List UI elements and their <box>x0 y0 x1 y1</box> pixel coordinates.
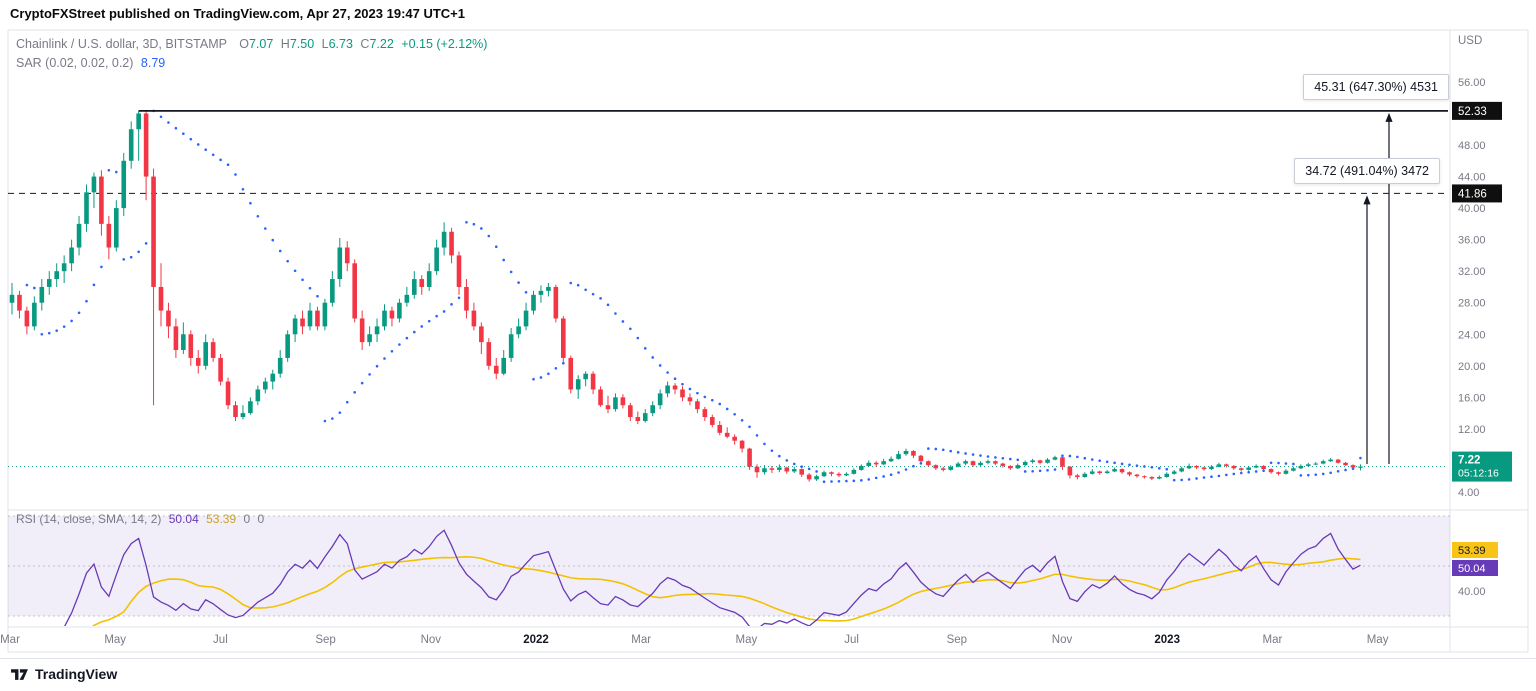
low-value: 6.73 <box>328 37 353 51</box>
sar-legend-row: SAR (0.02, 0.02, 0.2) 8.79 <box>16 54 487 73</box>
sar-value: 8.79 <box>140 56 166 70</box>
rsi-sma-value: 53.39 <box>206 512 237 526</box>
svg-text:Mar: Mar <box>1262 634 1282 646</box>
open-label: O <box>239 37 249 51</box>
svg-text:May: May <box>736 634 758 646</box>
svg-text:28.00: 28.00 <box>1458 298 1486 310</box>
svg-text:Sep: Sep <box>947 634 967 646</box>
svg-text:20.00: 20.00 <box>1458 361 1486 373</box>
chart-legend: Chainlink / U.S. dollar, 3D, BITSTAMP O7… <box>16 35 487 73</box>
svg-text:50.04: 50.04 <box>1458 563 1486 575</box>
svg-text:2022: 2022 <box>523 634 549 646</box>
svg-text:Mar: Mar <box>631 634 651 646</box>
sar-indicator-label[interactable]: SAR (0.02, 0.02, 0.2) <box>16 56 134 70</box>
high-value: 7.50 <box>289 37 315 51</box>
symbol-title[interactable]: Chainlink / U.S. dollar, 3D, BITSTAMP <box>16 37 227 51</box>
tradingview-logo-icon[interactable] <box>10 664 29 683</box>
price-range-label-upper[interactable]: 45.31 (647.30%) 4531 <box>1303 74 1449 100</box>
rsi-zero-2: 0 <box>257 512 265 526</box>
svg-text:40.00: 40.00 <box>1458 203 1486 215</box>
svg-text:56.00: 56.00 <box>1458 77 1486 89</box>
svg-text:Nov: Nov <box>421 634 442 646</box>
published-caption: CryptoFXStreet published on TradingView.… <box>10 6 466 21</box>
drawings-layer[interactable] <box>138 109 1448 464</box>
level-lines <box>8 192 1448 468</box>
price-axis[interactable]: USD 56.00 48.00 44.00 40.00 36.00 32.00 28.00 24… <box>1458 35 1486 598</box>
close-value: 7.22 <box>369 37 394 51</box>
open-value: 7.07 <box>248 37 274 51</box>
chart-frame <box>7 29 1529 653</box>
svg-text:48.00: 48.00 <box>1458 140 1486 152</box>
high-label: H <box>280 37 290 51</box>
low-label: L <box>321 37 329 51</box>
svg-text:Jul: Jul <box>844 634 859 646</box>
svg-text:36.00: 36.00 <box>1458 235 1486 247</box>
close-label: C <box>360 37 370 51</box>
svg-text:12.00: 12.00 <box>1458 424 1486 436</box>
svg-text:53.39: 53.39 <box>1458 545 1486 557</box>
svg-text:May: May <box>1367 634 1389 646</box>
rsi-band <box>8 515 1450 617</box>
svg-text:May: May <box>104 634 126 646</box>
svg-text:Sep: Sep <box>315 634 335 646</box>
svg-text:USD: USD <box>1458 35 1482 47</box>
rsi-value: 50.04 <box>168 512 199 526</box>
svg-text:Mar: Mar <box>0 634 20 646</box>
price-range-label-lower[interactable]: 34.72 (491.04%) 3472 <box>1294 158 1440 184</box>
svg-text:4.00: 4.00 <box>1458 487 1479 499</box>
rsi-lines <box>64 529 1361 626</box>
svg-text:32.00: 32.00 <box>1458 266 1486 278</box>
rsi-indicator-label[interactable]: RSI (14, close, SMA, 14, 2) <box>16 512 162 526</box>
rsi-zero-1: 0 <box>243 512 251 526</box>
svg-text:16.00: 16.00 <box>1458 392 1486 404</box>
parabolic-sar-layer <box>25 109 1362 484</box>
svg-text:40.00: 40.00 <box>1458 586 1486 598</box>
svg-text:24.00: 24.00 <box>1458 329 1486 341</box>
tradingview-brand[interactable]: TradingView <box>35 665 118 682</box>
footer: TradingView <box>10 664 117 683</box>
change-value: +0.15 (+2.12%) <box>401 37 488 51</box>
svg-text:Jul: Jul <box>213 634 228 646</box>
rsi-legend-row: RSI (14, close, SMA, 14, 2) 50.04 53.39 … <box>16 512 264 526</box>
svg-text:2023: 2023 <box>1154 634 1180 646</box>
candles-layer <box>9 110 1363 482</box>
time-axis[interactable]: Mar May Jul Sep Nov 2022 Mar May Jul Sep Nov 2023 Ma… <box>0 634 1389 646</box>
svg-text:05:12:16: 05:12:16 <box>1458 468 1499 480</box>
footer-divider <box>0 658 1536 659</box>
svg-text:52.33: 52.33 <box>1458 106 1487 118</box>
svg-text:44.00: 44.00 <box>1458 172 1486 184</box>
svg-text:Nov: Nov <box>1052 634 1073 646</box>
symbol-legend-row: Chainlink / U.S. dollar, 3D, BITSTAMP O7… <box>16 35 487 54</box>
svg-text:41.86: 41.86 <box>1458 188 1487 200</box>
svg-text:7.22: 7.22 <box>1458 455 1480 467</box>
